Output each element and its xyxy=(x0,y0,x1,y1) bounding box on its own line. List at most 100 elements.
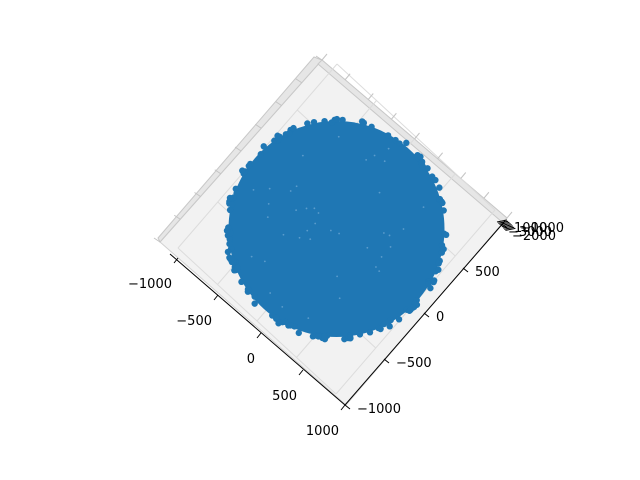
scatter-gap xyxy=(378,191,381,194)
z-tick-mark xyxy=(504,226,515,230)
scatter-point xyxy=(430,277,438,284)
z-tick-mark xyxy=(499,221,510,225)
wall-grid-line xyxy=(414,132,420,140)
scatter-point xyxy=(251,293,258,300)
scatter-gap xyxy=(375,266,377,268)
wall-grid-line xyxy=(295,78,303,84)
scatter-point xyxy=(257,151,264,158)
scatter-gap xyxy=(282,233,285,236)
scatter-point xyxy=(226,194,234,202)
scatter-point xyxy=(290,124,297,132)
wall-grid-line xyxy=(173,214,181,220)
y-axis-ticks: −1000 −500 0 500 1000 xyxy=(344,221,547,417)
scatter-point xyxy=(428,173,436,180)
scatter-point xyxy=(315,333,322,340)
scatter-point xyxy=(224,248,232,256)
scatter-gap xyxy=(301,154,304,157)
z-axis-ticks: −1000−2000−3000 xyxy=(496,219,564,244)
scatter-point xyxy=(226,240,233,248)
wall-grid-line xyxy=(367,93,374,100)
x-tick-label: 1000 xyxy=(306,424,339,439)
scatter-point xyxy=(295,329,302,337)
scatter-gap xyxy=(309,238,312,241)
z-tick-mark xyxy=(500,223,511,227)
scatter-gap xyxy=(307,317,310,320)
scatter-point xyxy=(395,316,403,323)
scatter-gap xyxy=(250,255,253,258)
scatter-gap xyxy=(338,232,341,235)
wall-grid-line xyxy=(344,73,351,81)
x-tick-label: −500 xyxy=(176,314,212,329)
scatter-point xyxy=(435,260,442,267)
scatter-gap xyxy=(378,270,381,273)
y-axis-line xyxy=(344,220,506,406)
x-tick-label: 0 xyxy=(247,352,255,367)
scatter-point xyxy=(377,325,384,333)
scatter-point xyxy=(347,334,354,341)
scatter-point xyxy=(279,318,286,326)
scatter-point xyxy=(438,249,446,256)
x-tick-mark xyxy=(340,404,346,411)
y-tick-mark xyxy=(383,358,390,364)
wall-grid-line xyxy=(321,53,328,61)
z-tick-mark xyxy=(501,224,512,228)
scatter-gap xyxy=(383,160,386,163)
wall-grid-line xyxy=(254,123,262,129)
wall-grid-line xyxy=(315,55,323,61)
scatter-point xyxy=(368,123,375,130)
x-axis-ticks: −1000 −500 0 500 1000 xyxy=(128,257,346,439)
scatter-disk xyxy=(228,121,445,337)
scatter-point xyxy=(440,207,447,214)
scatter-point xyxy=(226,236,233,243)
scatter-gap xyxy=(380,256,383,258)
scatter-point xyxy=(396,140,403,147)
scatter-point xyxy=(442,231,450,239)
scatter-point xyxy=(287,322,294,329)
scatter-point xyxy=(238,278,245,286)
z-tick-mark xyxy=(505,227,516,231)
x-tick-mark xyxy=(173,257,179,264)
scatter-point xyxy=(304,120,311,127)
scatter-gap xyxy=(305,207,308,210)
scatter-point xyxy=(360,119,368,127)
scatter-gap xyxy=(366,246,369,249)
scatter-point xyxy=(418,158,426,166)
scatter-gap xyxy=(268,187,271,190)
scatter-gap xyxy=(338,297,341,300)
wall-grid-line xyxy=(234,146,242,152)
wall-grid-lines xyxy=(153,53,513,243)
scatter-gap xyxy=(373,154,376,157)
y-tick-label: −500 xyxy=(396,356,432,371)
scatter-point xyxy=(228,201,236,208)
wall-grid-line xyxy=(437,152,444,160)
y-tick-mark xyxy=(344,404,351,410)
y-tick-label: −1000 xyxy=(357,402,401,417)
scatter-gap xyxy=(314,222,317,225)
scatter-point xyxy=(435,266,442,273)
wall-grid-line xyxy=(460,172,467,179)
scatter-point xyxy=(403,139,410,147)
scatter-gap xyxy=(313,207,316,210)
scatter-point xyxy=(245,162,253,170)
scatter-point xyxy=(234,264,241,272)
scatter-point xyxy=(419,163,426,170)
scatter-gap xyxy=(267,203,270,205)
y-tick-mark xyxy=(423,312,430,318)
scatter-series xyxy=(223,115,450,343)
scatter-point xyxy=(384,132,392,139)
scatter-gap xyxy=(336,275,339,278)
scatter-gap xyxy=(329,229,332,232)
scatter-gap xyxy=(269,292,272,294)
scatter-point xyxy=(228,255,236,262)
scatter-point xyxy=(321,118,328,125)
scatter-gap xyxy=(266,216,269,219)
scatter-point xyxy=(260,143,267,150)
scatter-point xyxy=(226,206,234,214)
z-tick-mark xyxy=(502,225,514,229)
x-tick-label: −1000 xyxy=(128,277,172,292)
scatter-gap xyxy=(382,232,385,234)
x-tick-mark xyxy=(298,369,304,376)
scatter-point xyxy=(239,167,246,174)
scatter-gap xyxy=(281,305,284,308)
wall-grid-line xyxy=(390,112,397,120)
